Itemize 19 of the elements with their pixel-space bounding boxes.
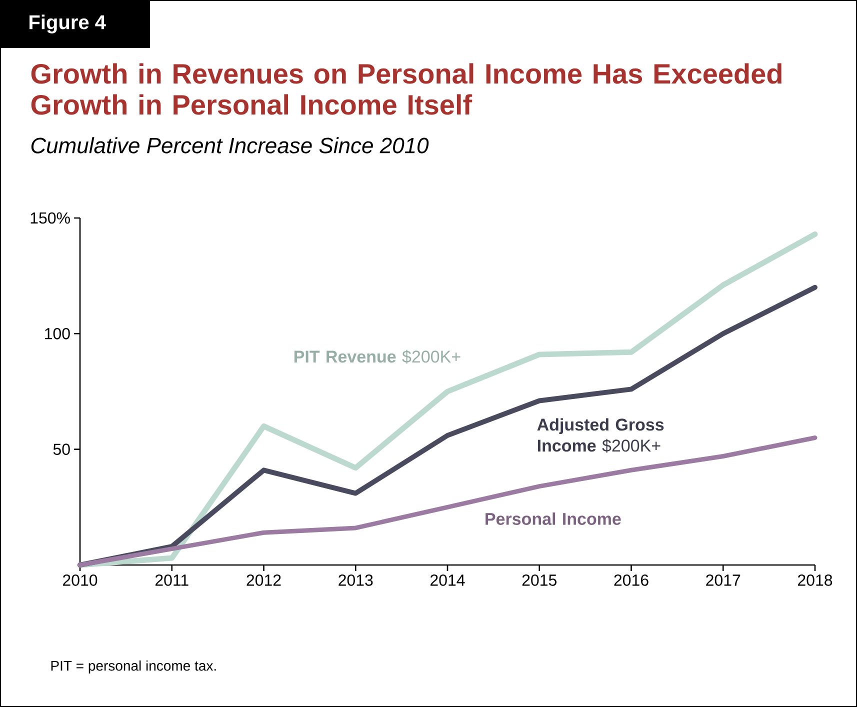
caption: Figure 4 <box>30 14 106 34</box>
x-tick-label: 2017 <box>706 574 740 586</box>
x-tick-label: 2018 <box>798 574 832 586</box>
x-tick-label: 2012 <box>246 574 281 586</box>
y-tick-label: 150% <box>30 212 70 224</box>
x-tick-label: 2013 <box>338 574 373 586</box>
x-tick-label: 2014 <box>430 574 465 586</box>
series-label: PIT Revenue $200K+ <box>294 350 460 364</box>
series-label: Adjusted Gross Income $200K+ <box>537 418 664 453</box>
text: PIT = personal income tax. <box>51 660 216 674</box>
x-tick-label: 2011 <box>155 574 188 586</box>
chart-subtitle: Cumulative Percent Increase Since 2010 <box>31 137 429 154</box>
chart-title: Growth in Revenues on Personal Income Has Exceeded Growth in Personal Income Itself <box>31 63 782 115</box>
x-tick-label: 2010 <box>63 574 98 586</box>
x-tick-label: 2015 <box>522 574 556 586</box>
x-tick-label: 2016 <box>614 574 648 586</box>
y-tick-label: 100 <box>45 328 70 340</box>
y-tick-label: 50 <box>53 444 70 455</box>
series-label: Personal Income <box>486 512 621 525</box>
